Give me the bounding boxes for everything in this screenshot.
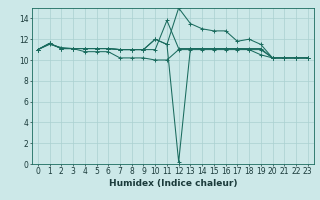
X-axis label: Humidex (Indice chaleur): Humidex (Indice chaleur) (108, 179, 237, 188)
